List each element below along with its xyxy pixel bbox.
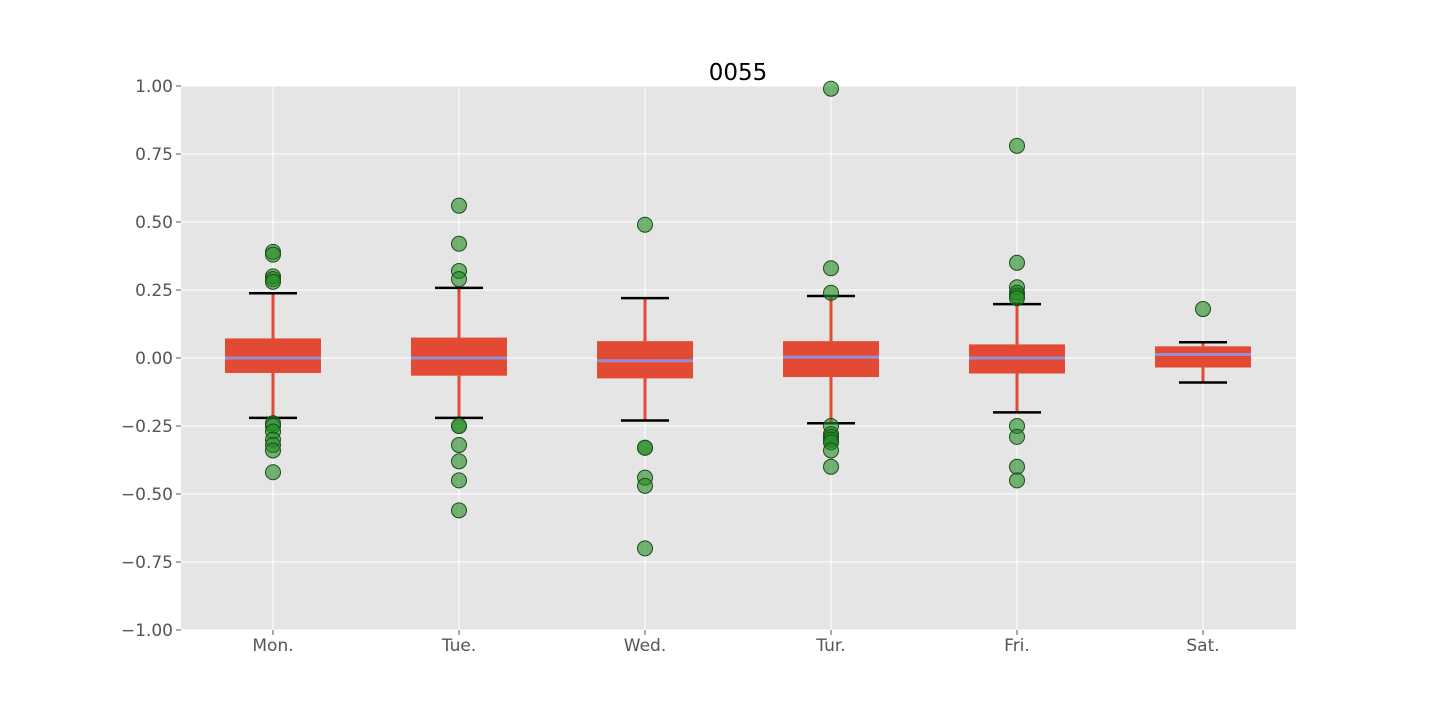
outlier-point bbox=[1195, 301, 1211, 318]
outlier-point bbox=[451, 197, 467, 214]
y-tick-label: −0.25 bbox=[121, 417, 173, 437]
outlier-point bbox=[823, 442, 839, 459]
boxes-layer bbox=[225, 80, 1251, 557]
y-tick-label: 0.75 bbox=[135, 145, 173, 165]
outlier-point bbox=[823, 284, 839, 301]
outlier-point bbox=[451, 418, 467, 434]
iqr-box bbox=[1155, 346, 1251, 368]
outlier-point bbox=[1009, 137, 1025, 154]
y-tick-label: 1.00 bbox=[135, 77, 173, 97]
box-tue bbox=[411, 197, 507, 519]
y-tick-label: 0.25 bbox=[135, 281, 173, 301]
x-tick-label: Mon. bbox=[252, 636, 293, 656]
y-tick-label: −1.00 bbox=[121, 621, 173, 641]
outlier-point bbox=[451, 235, 467, 252]
box-fri bbox=[969, 137, 1065, 489]
y-tick-label: −0.75 bbox=[121, 553, 173, 573]
outlier-point bbox=[1009, 254, 1025, 271]
outlier-point bbox=[637, 439, 653, 456]
chart-title: 0055 bbox=[709, 60, 768, 86]
iqr-box bbox=[783, 341, 879, 378]
outlier-point bbox=[637, 540, 653, 557]
y-tick-label: 0.50 bbox=[135, 213, 173, 233]
outlier-point bbox=[823, 260, 839, 277]
box-sat bbox=[1155, 301, 1251, 384]
box-mon bbox=[225, 243, 321, 481]
outlier-point bbox=[451, 502, 467, 519]
outlier-point bbox=[1009, 458, 1025, 475]
outlier-point bbox=[637, 216, 653, 233]
x-tick-label: Tue. bbox=[441, 636, 476, 656]
x-tick-label: Tur. bbox=[815, 636, 845, 656]
outlier-point bbox=[451, 271, 467, 288]
y-tick-label: 0.00 bbox=[135, 349, 173, 369]
outlier-point bbox=[451, 472, 467, 489]
outlier-point bbox=[265, 246, 281, 263]
outlier-point bbox=[823, 80, 839, 97]
outlier-point bbox=[265, 464, 281, 481]
outlier-point bbox=[1009, 290, 1025, 307]
x-tick-label: Sat. bbox=[1186, 636, 1219, 656]
x-tick-label: Fri. bbox=[1004, 636, 1030, 656]
x-axis: Mon. Tue. Wed. Tur. Fri. Sat. bbox=[252, 630, 1220, 656]
y-tick-label: −0.50 bbox=[121, 485, 173, 505]
iqr-box bbox=[225, 338, 321, 373]
box-tur bbox=[783, 80, 879, 475]
outlier-point bbox=[1009, 472, 1025, 489]
outlier-point bbox=[637, 477, 653, 494]
outlier-point bbox=[1009, 428, 1025, 445]
outlier-point bbox=[823, 458, 839, 475]
outlier-point bbox=[265, 273, 281, 290]
x-tick-label: Wed. bbox=[624, 636, 666, 656]
box-wed bbox=[597, 216, 693, 557]
y-axis: −1.00 −0.75 −0.50 −0.25 0.00 0.25 0.50 0.75 1.00 bbox=[121, 77, 181, 641]
outlier-point bbox=[451, 437, 467, 454]
outlier-point bbox=[265, 442, 281, 459]
outlier-point bbox=[451, 453, 467, 470]
